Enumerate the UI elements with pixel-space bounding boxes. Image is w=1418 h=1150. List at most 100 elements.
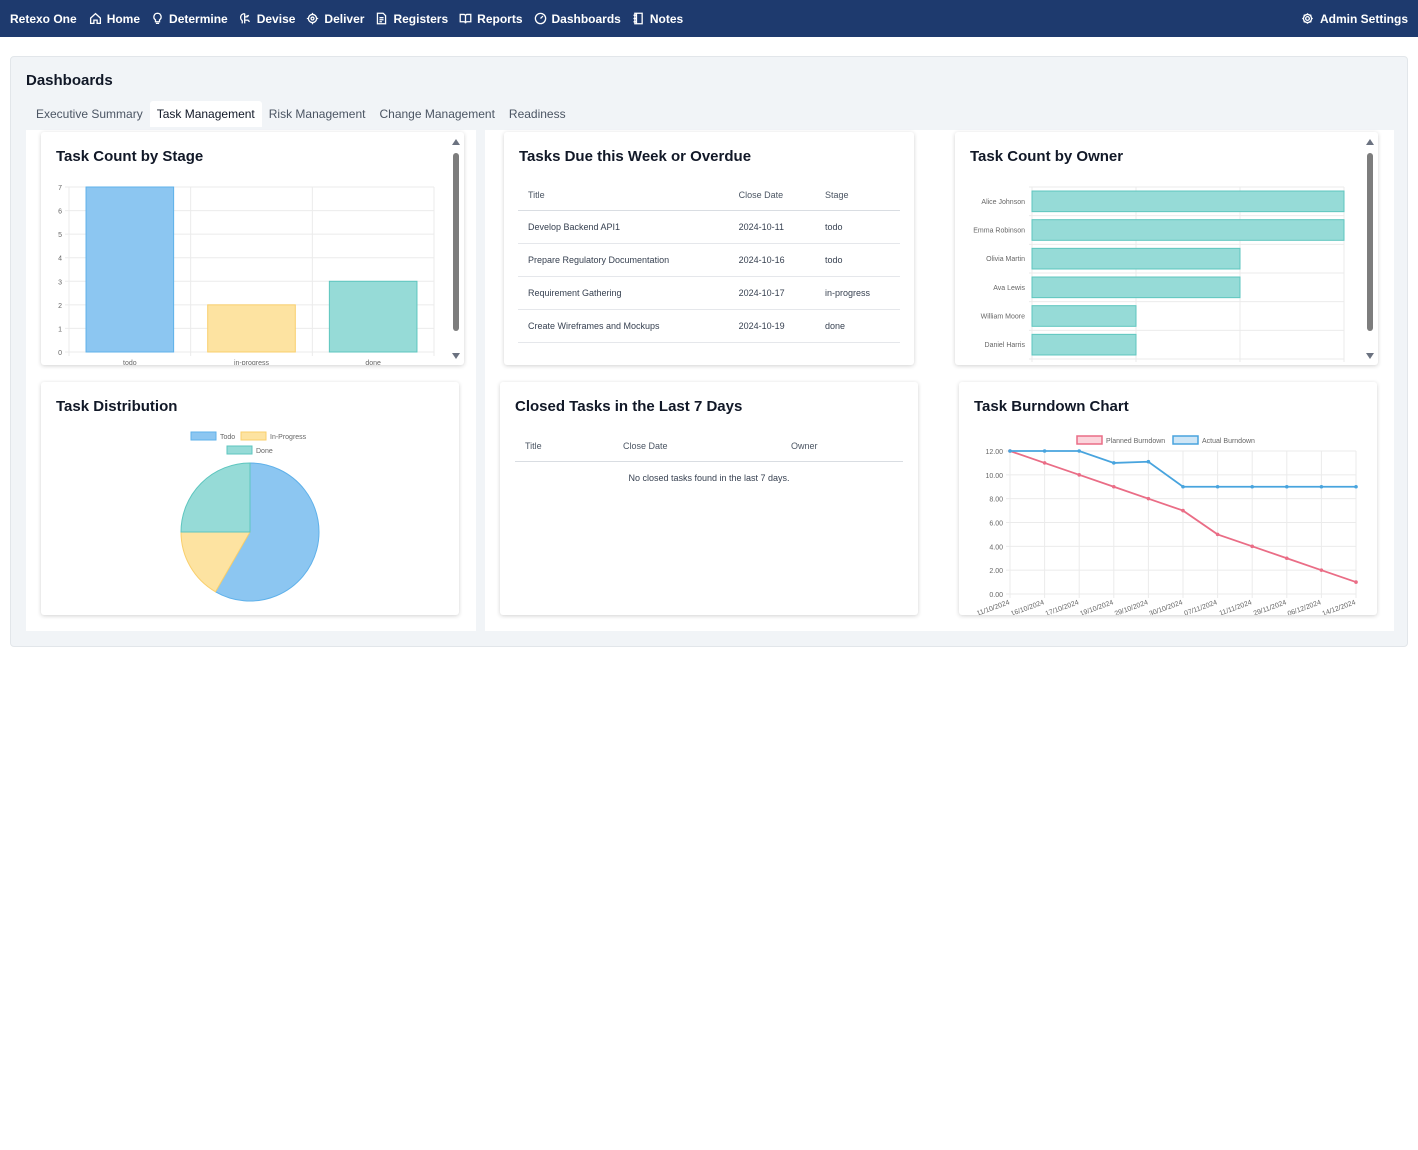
card-title: Task Burndown Chart	[974, 398, 1129, 415]
legend-swatch	[226, 445, 253, 455]
tab-task-management[interactable]: Task Management	[149, 101, 262, 127]
column-header[interactable]: Owner	[781, 431, 903, 462]
owner-card-scrollbar[interactable]	[1364, 136, 1376, 362]
legend-swatch	[190, 431, 217, 441]
nav-item-dashboards[interactable]: Dashboards	[534, 12, 621, 26]
card-task-distribution: Task Distribution Todo In-Progress Done	[41, 382, 459, 615]
scroll-down-arrow-icon[interactable]	[452, 353, 460, 359]
data-point	[1319, 484, 1324, 489]
data-point	[1077, 473, 1081, 477]
x-tick-label: 17/10/2024	[1045, 599, 1080, 615]
legend-label: Planned Burndown	[1106, 438, 1165, 445]
y-tick-label: 5	[58, 232, 62, 239]
nav-item-registers[interactable]: Registers	[375, 12, 448, 26]
nav-item-notes[interactable]: Notes	[632, 12, 683, 26]
data-point	[1215, 484, 1220, 489]
nav-item-reports[interactable]: Reports	[459, 12, 523, 26]
x-tick-label: todo	[123, 360, 137, 365]
column-header[interactable]: Stage	[814, 180, 900, 211]
y-tick-label: 2.00	[989, 568, 1003, 575]
y-tick-label: 0.00	[989, 592, 1003, 599]
table-cell: todo	[814, 243, 900, 277]
nav-item-label: Home	[106, 11, 141, 26]
scrollbar-thumb[interactable]	[1367, 153, 1373, 331]
y-tick-label: 3	[58, 279, 62, 286]
data-point	[1250, 484, 1254, 489]
y-tick-label: 6.00	[989, 521, 1003, 528]
table-row[interactable]: Create Wireframes and Mockups 2024-10-19…	[518, 309, 900, 343]
y-tick-label: Ava Lewis	[993, 285, 1025, 292]
data-point	[1077, 449, 1081, 453]
tab-change-management[interactable]: Change Management	[379, 107, 495, 121]
bar	[328, 280, 418, 353]
scroll-up-arrow-icon[interactable]	[452, 139, 460, 145]
y-tick-label: Emma Robinson	[973, 228, 1025, 235]
tab-risk-management[interactable]: Risk Management	[268, 107, 366, 121]
admin-settings-link[interactable]: Admin Settings	[1301, 0, 1408, 37]
table-cell: done	[814, 309, 900, 343]
table-cell: todo	[814, 210, 900, 244]
card-task-burndown: Task Burndown Chart Planned Burndown Actu…	[959, 382, 1377, 615]
x-tick-label: 29/10/2024	[1114, 599, 1149, 615]
table-row[interactable]: Develop Backend API1 2024-10-11 todo	[518, 210, 900, 244]
brain-icon	[239, 12, 250, 24]
card-title: Task Count by Owner	[970, 148, 1124, 165]
legend-swatch	[1172, 435, 1199, 445]
bar	[1031, 190, 1345, 213]
empty-state-message: No closed tasks found in the last 7 days…	[628, 472, 790, 483]
data-point	[1285, 484, 1289, 489]
bar	[1031, 333, 1137, 356]
tab-executive-summary[interactable]: Executive Summary	[36, 107, 143, 121]
table-row[interactable]: Requirement Gathering 2024-10-17 in-prog…	[518, 276, 900, 310]
table-cell: Create Wireframes and Mockups	[518, 309, 729, 343]
tab-readiness[interactable]: Readiness	[508, 107, 566, 121]
brand-link[interactable]: Retexo One	[10, 12, 77, 26]
y-tick-label: Olivia Martin	[986, 256, 1025, 263]
stage-card-scrollbar[interactable]	[450, 136, 462, 362]
y-tick-label: William Moore	[981, 314, 1025, 321]
card-task-count-by-stage: Task Count by Stage 0 1 2 3 4 5 6 7 todo in-progr…	[41, 132, 464, 365]
nav-item-label: Deliver	[324, 11, 365, 26]
data-point	[1008, 449, 1012, 453]
x-tick-label: 16/10/2024	[1010, 599, 1045, 615]
admin-settings-label: Admin Settings	[1319, 11, 1408, 26]
brand-label: Retexo One	[10, 11, 77, 26]
scroll-down-arrow-icon[interactable]	[1366, 353, 1374, 359]
column-header[interactable]: Close Date	[613, 431, 781, 462]
nav-item-home[interactable]: Home	[89, 12, 140, 26]
column-header[interactable]: Close Date	[728, 180, 815, 211]
scrollbar-thumb[interactable]	[453, 153, 459, 331]
nav-item-devise[interactable]: Devise	[239, 11, 296, 26]
nav-item-label: Notes	[649, 11, 684, 26]
card-title: Task Distribution	[56, 398, 178, 415]
data-point	[1146, 496, 1151, 501]
x-tick-label: 29/11/2024	[1253, 599, 1288, 615]
table-header-row: Title Close Date Stage	[518, 180, 900, 211]
legend-label: Actual Burndown	[1202, 438, 1255, 445]
bar	[1031, 305, 1137, 327]
data-point	[1181, 484, 1185, 489]
column-header[interactable]: Title	[518, 180, 729, 211]
legend-swatch	[240, 431, 267, 441]
column-header[interactable]: Title	[515, 431, 613, 462]
x-tick-label: 11/10/2024	[976, 599, 1011, 615]
x-tick-label: 30/10/2024	[1148, 599, 1183, 615]
bar	[1031, 276, 1241, 299]
table-cell: Prepare Regulatory Documentation	[518, 243, 729, 277]
y-tick-label: 4.00	[989, 544, 1003, 551]
scroll-up-arrow-icon[interactable]	[1366, 139, 1374, 145]
nav-item-label: Devise	[256, 11, 296, 26]
burndown-line-chart: Planned Burndown Actual Burndown 0.00 2.00 4…	[976, 435, 1358, 615]
card-tasks-due: Tasks Due this Week or Overdue Title Clo…	[504, 132, 914, 365]
table-row[interactable]: Prepare Regulatory Documentation 2024-10…	[518, 243, 900, 277]
nav-item-label: Registers	[393, 11, 449, 26]
legend-label: Done	[256, 448, 273, 455]
nav-item-determine[interactable]: Determine	[151, 12, 228, 26]
data-point	[1354, 484, 1358, 489]
table-cell: Develop Backend API1	[518, 210, 729, 244]
pie-slice	[180, 462, 251, 533]
y-tick-label: 2	[58, 303, 62, 310]
nav-item-deliver[interactable]: Deliver	[306, 12, 364, 26]
document-icon	[377, 12, 387, 25]
